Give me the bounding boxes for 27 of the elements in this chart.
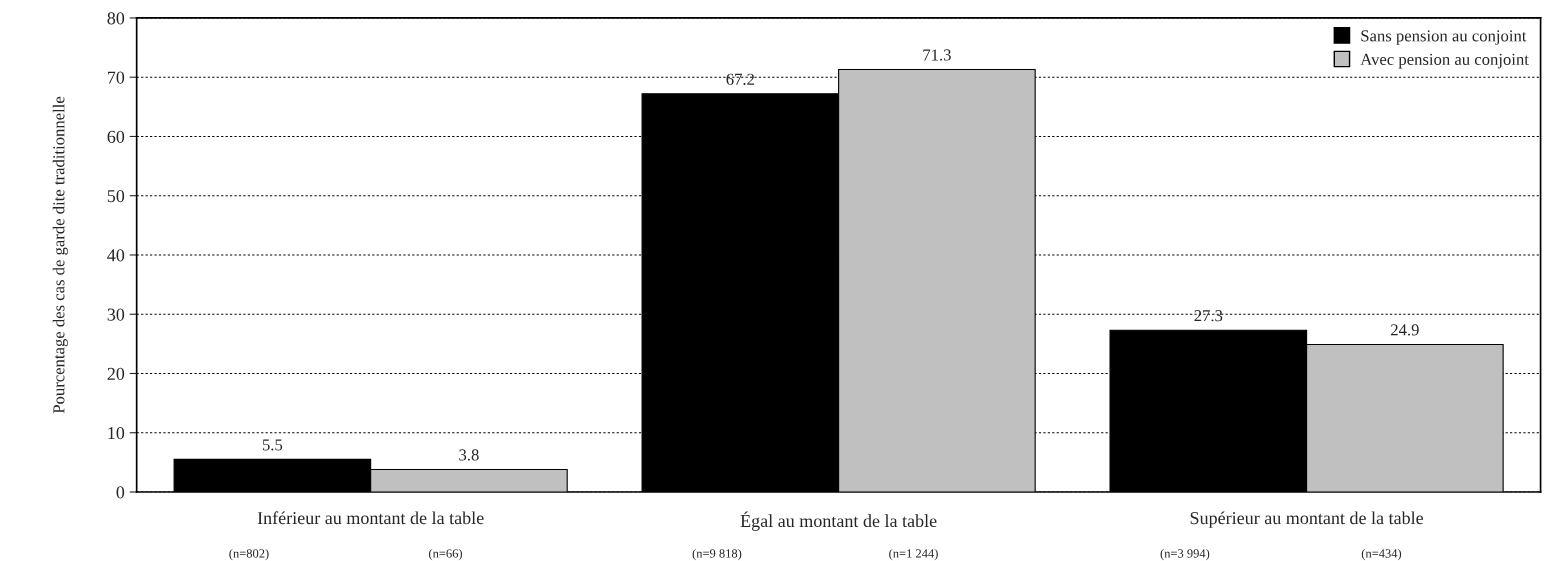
y-axis-title: Pourcentage des cas de garde dite traditionnelle [52,96,68,414]
text: (n=1 244) [889,548,938,561]
legend-label: Sans pension au conjoint [1361,30,1527,45]
text: (n=9 818) [692,548,742,561]
data-label: 67.2 [726,73,755,85]
y-tick-label: 70 [107,71,125,84]
text: (n=66) [429,548,463,561]
x-tick-label: Égal au montant de la table [740,511,937,531]
legend-label: Avec pension au conjoint [1360,53,1529,69]
y-tick-label: 60 [107,130,125,143]
y-tick-label: 0 [116,486,125,499]
x-tick-label: Inférieur au montant de la table [257,511,484,525]
text: (n=3 994) [1160,548,1210,561]
data-label: 24.9 [1391,324,1419,336]
data-label: 5.5 [262,439,283,451]
y-tick-label: 20 [107,367,125,380]
y-tick-label: 80 [107,12,125,25]
text: (n=802) [229,548,269,561]
y-tick-label: 40 [107,249,125,262]
data-label: 71.3 [923,49,951,61]
y-tick-label: 10 [108,427,125,440]
y-tick-label: 50 [107,189,125,203]
y-tick-label: 30 [107,308,125,321]
data-label: 27.3 [1194,310,1223,322]
text: (n=434) [1361,548,1402,561]
data-label: 3.8 [459,449,479,461]
x-tick-label: Supérieur au montant de la table [1190,511,1424,528]
